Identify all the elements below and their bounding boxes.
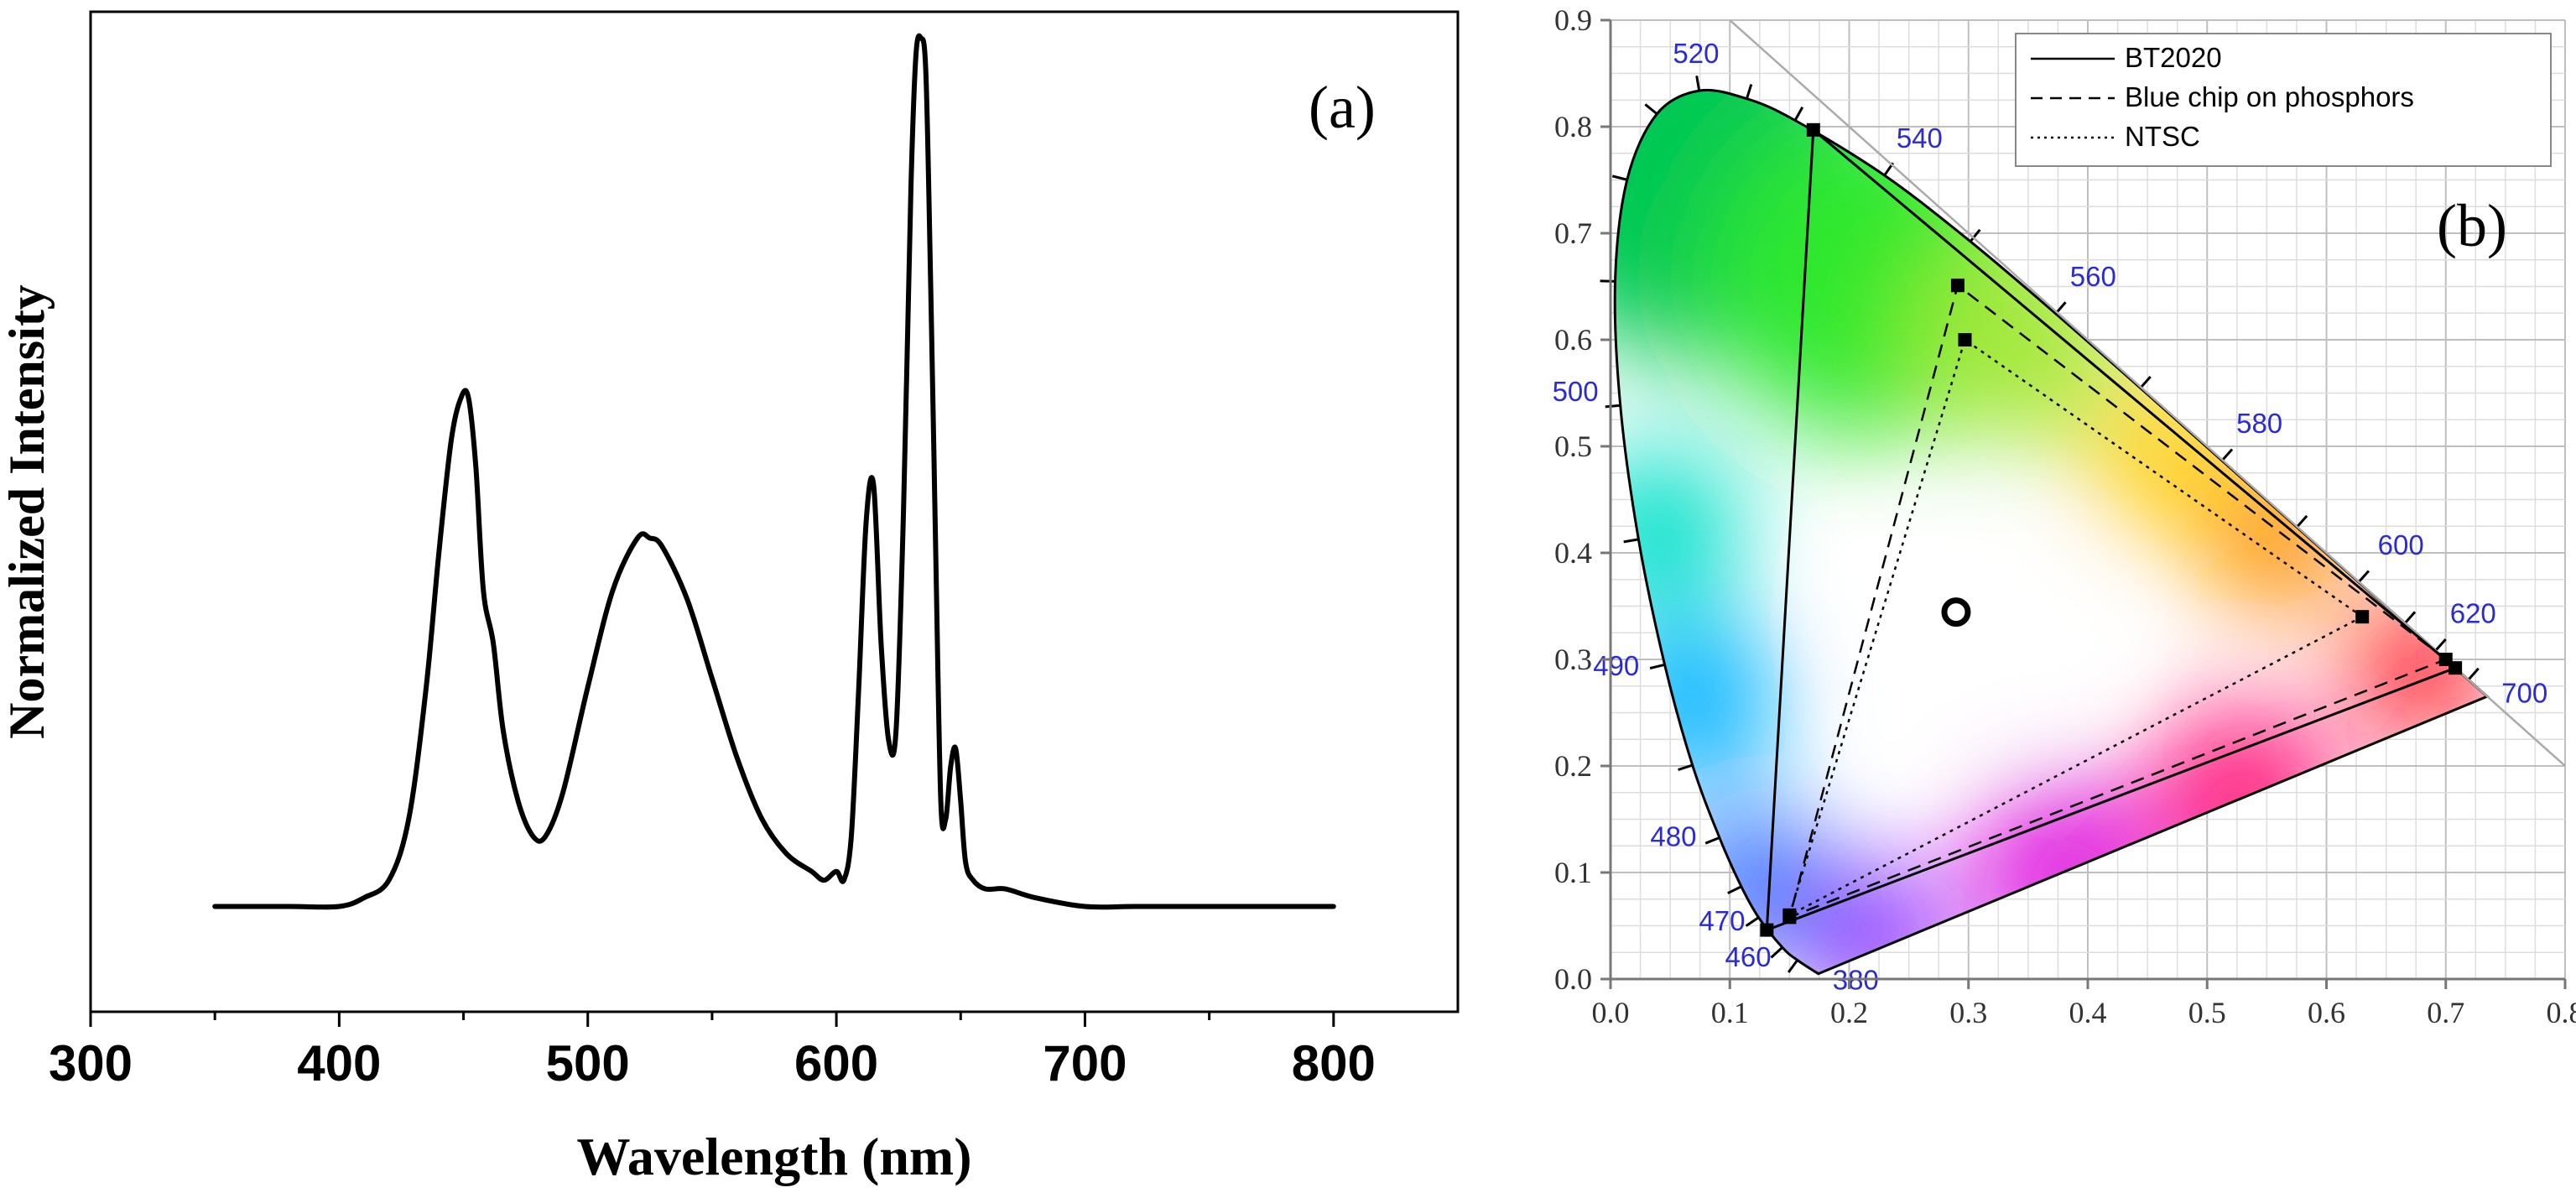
gamut-color-region-10 — [1615, 618, 1778, 786]
locus-tick-590 — [2296, 514, 2308, 529]
locus-tick-600 — [2357, 570, 2370, 583]
wavelength-label-600: 600 — [2378, 529, 2424, 560]
legend-bt2020-label: BT2020 — [2125, 42, 2222, 73]
locus-tick-525 — [1746, 84, 1753, 100]
wavelength-label-520: 520 — [1673, 38, 1719, 69]
triangle-bt2020 — [1765, 127, 2459, 932]
panel-b-y-tick-label-0.2: 0.2 — [1554, 749, 1592, 783]
x-tick-label-600: 600 — [794, 1035, 878, 1091]
locus-tick-475 — [1727, 885, 1742, 895]
panel-b-y-tick-label-0.5: 0.5 — [1554, 430, 1592, 463]
vertex-2-0 — [2355, 610, 2370, 624]
locus-tick-580 — [2220, 448, 2234, 462]
gamut-triangles — [1760, 122, 2463, 937]
x-tick-label-400: 400 — [297, 1035, 381, 1091]
locus-tick-570 — [2139, 376, 2152, 389]
locus-tick-480 — [1704, 836, 1720, 845]
vertex-2-2 — [1782, 908, 1797, 922]
locus-tick-510 — [1611, 174, 1628, 181]
panel-b-y-tick-label-0.1: 0.1 — [1554, 856, 1592, 889]
panel-b-y-tick-label-0.4: 0.4 — [1554, 536, 1592, 570]
wavelength-label-480: 480 — [1650, 821, 1696, 852]
x-tick-label-500: 500 — [546, 1035, 630, 1091]
emission-spectrum-line — [212, 33, 1336, 910]
locus-tick-620 — [2434, 638, 2447, 652]
panel-a-label: (a) — [1309, 74, 1376, 141]
vertex-0-2 — [1760, 923, 1774, 937]
wavelength-label-580: 580 — [2236, 408, 2282, 439]
panel-b-x-tick-label-0.2: 0.2 — [1830, 996, 1868, 1029]
locus-tick-490 — [1649, 663, 1665, 669]
locus-tick-640 — [2467, 667, 2480, 681]
locus-tick-520 — [1695, 76, 1701, 91]
panel-a-x-ticks — [89, 1012, 1335, 1027]
locus-tick-450 — [1787, 959, 1798, 973]
vertex-1-0 — [2438, 653, 2453, 666]
triangle-blue-chip-on-phosphors — [1788, 284, 2449, 919]
panel-b-legend: BT2020 Blue chip on phosphors NTSC — [2015, 33, 2552, 167]
panel-b-label: (b) — [2437, 192, 2507, 259]
panel-b-y-tick-label-0.9: 0.9 — [1554, 3, 1592, 37]
panel-b-x-tick-label-0.3: 0.3 — [1949, 996, 1987, 1029]
panel-b-y-tick-label-0: 0.0 — [1554, 962, 1592, 996]
wavelength-label-470: 470 — [1699, 905, 1745, 936]
panel-b-y-tick-label-0.8: 0.8 — [1554, 110, 1592, 143]
vertex-0-1 — [1806, 122, 1820, 137]
legend-blue-chip-label: Blue chip on phosphors — [2125, 81, 2414, 112]
locus-tick-550 — [1969, 228, 1981, 242]
panel-b-y-tick-label-0.3: 0.3 — [1554, 643, 1592, 676]
panel-a-frame — [89, 10, 1460, 1013]
locus-tick-515 — [1644, 103, 1658, 115]
x-tick-label-800: 800 — [1292, 1035, 1376, 1091]
wavelength-label-560: 560 — [2070, 261, 2116, 292]
wavelength-label-490: 490 — [1593, 650, 1639, 681]
locus-tick-460 — [1770, 946, 1783, 959]
locus-tick-495 — [1623, 538, 1639, 544]
panel-a-x-axis-label: Wavelength (nm) — [576, 1127, 971, 1186]
panel-b-diagonal-line — [1729, 20, 2565, 767]
locus-tick-610 — [2403, 611, 2417, 624]
panel-a-spectrum: 300 400 500 600 700 800 (a) Wavelength (nm) N… — [0, 10, 1460, 1186]
wavelength-label-620: 620 — [2450, 597, 2496, 628]
vertex-1-1 — [1950, 279, 1965, 293]
spectral-locus-ticks — [1600, 76, 2480, 973]
panel-b-x-tick-label-0.4: 0.4 — [2069, 996, 2107, 1029]
panel-b-axes — [1600, 18, 2567, 989]
x-tick-label-700: 700 — [1043, 1035, 1127, 1091]
panel-b-x-tick-label-0: 0.0 — [1592, 996, 1630, 1029]
gamut-color-region-11 — [1615, 448, 1742, 616]
panel-b-x-tick-label-0.1: 0.1 — [1711, 996, 1749, 1029]
x-tick-label-300: 300 — [49, 1035, 133, 1091]
legend-ntsc-label: NTSC — [2125, 121, 2200, 152]
locus-tick-530 — [1793, 107, 1804, 122]
panel-b-x-tick-label-0.5: 0.5 — [2188, 996, 2226, 1029]
panel-b-cie-diagram: 380460470480490500520540560580600620700 … — [1553, 3, 2576, 1029]
locus-tick-505 — [1600, 279, 1616, 283]
wavelength-label-700: 700 — [2501, 678, 2547, 709]
wavelength-label-500: 500 — [1553, 376, 1599, 407]
vertex-2-1 — [1958, 333, 1972, 346]
panel-b-x-tick-label-0.6: 0.6 — [2308, 996, 2345, 1029]
panel-b-x-tick-label-0.7: 0.7 — [2427, 996, 2464, 1029]
panel-b-x-tick-label-0.8: 0.8 — [2547, 996, 2576, 1029]
legend-box — [2015, 33, 2552, 167]
panel-a-x-tick-labels: 300 400 500 600 700 800 — [49, 1035, 1376, 1091]
gamut-color-region-12 — [1885, 532, 2076, 723]
panel-a-y-axis-label: Normalized Intensity — [0, 284, 55, 739]
locus-tick-500 — [1605, 404, 1621, 409]
locus-tick-470 — [1745, 916, 1760, 927]
panel-b-y-tick-label-0.7: 0.7 — [1554, 216, 1592, 250]
wavelength-label-460: 460 — [1725, 941, 1772, 972]
wavelength-label-540: 540 — [1897, 122, 1943, 154]
locus-tick-485 — [1678, 763, 1694, 771]
panel-b-y-tick-label-0.6: 0.6 — [1554, 323, 1592, 357]
panel-b-tick-labels: 0.0 0.1 0.2 0.3 0.4 0.5 0.6 0.7 0.8 0.0 0.1 0.2 0.3 0… — [1554, 3, 2576, 1029]
white-point-marker — [1941, 597, 1971, 628]
